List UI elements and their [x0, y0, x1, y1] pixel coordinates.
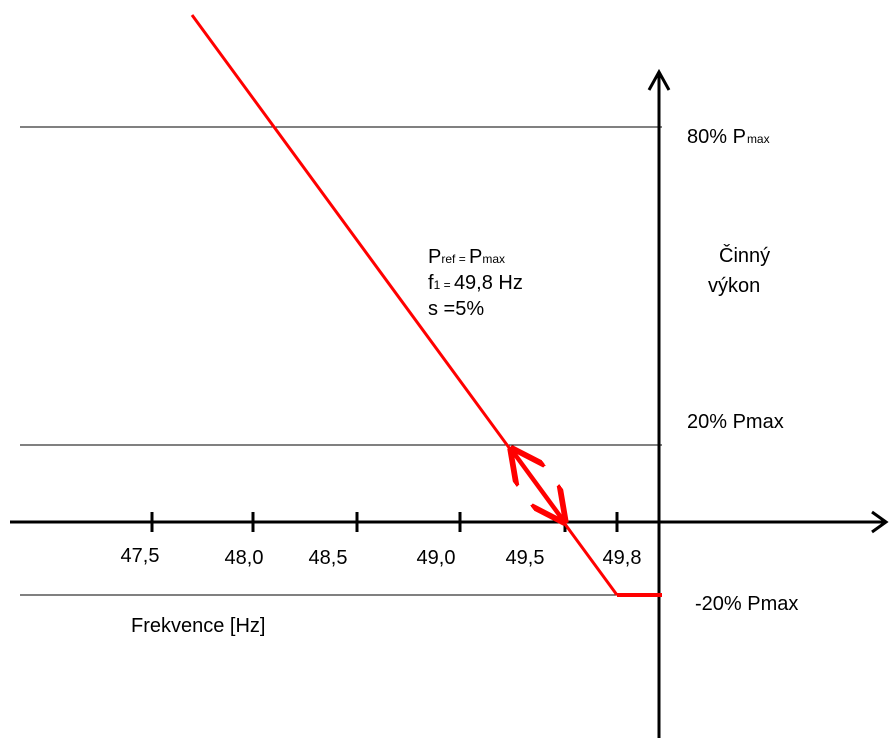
- x-tick-label: 49,5: [506, 547, 545, 569]
- y-axis-label-line1: Činný: [719, 244, 770, 267]
- x-tick-label: 48,5: [309, 547, 348, 569]
- f1-annotation: f1 = 49,8 Hz: [428, 272, 523, 294]
- x-tick-label: 48,0: [225, 547, 264, 569]
- x-axis-label: Frekvence [Hz]: [131, 615, 265, 637]
- level-20-label: 20% Pmax: [687, 411, 784, 433]
- x-axis-arrowhead: [871, 510, 889, 534]
- pref-annotation: Pref = Pmax: [428, 246, 505, 268]
- y-axis-label-line2: výkon: [708, 275, 760, 297]
- operating-range-arrow: [512, 450, 564, 521]
- y-axis-arrowhead: [647, 68, 671, 91]
- s-annotation: s =5%: [428, 298, 484, 320]
- x-tick-label: 49,8: [603, 547, 642, 569]
- level-80-label: 80% Pmax: [687, 126, 770, 148]
- x-tick-label: 49,0: [417, 547, 456, 569]
- x-tick-label: 47,5: [121, 545, 160, 567]
- level-minus20-label: -20% Pmax: [695, 593, 798, 615]
